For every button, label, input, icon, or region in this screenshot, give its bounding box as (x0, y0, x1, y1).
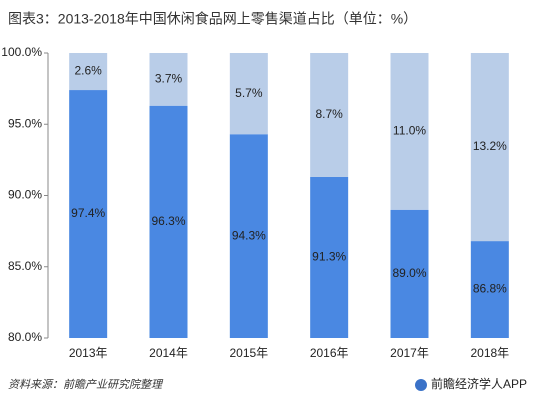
x-tick-label: 2016年 (310, 346, 349, 360)
y-tick-label: 100.0% (1, 45, 42, 59)
data-label: 91.3% (312, 250, 346, 264)
bar-segment (69, 53, 108, 91)
footer: 前瞻经济学人APP (431, 376, 527, 391)
bar-segment (310, 176, 349, 338)
bar-segment (69, 90, 108, 338)
data-label: 96.3% (151, 214, 185, 228)
y-tick-label: 85.0% (8, 259, 42, 273)
x-tick-label: 2013年 (69, 346, 108, 360)
data-label: 94.3% (232, 228, 266, 242)
y-tick-label: 80.0% (8, 330, 42, 344)
chart-title: 图表3：2013-2018年中国休闲食品网上零售渠道占比（单位：%） (8, 11, 417, 27)
x-tick-label: 2018年 (470, 346, 509, 360)
bar-segment (390, 53, 429, 210)
y-tick-label: 90.0% (8, 188, 42, 202)
source: 资料来源：前瞻产业研究院整理 (8, 378, 164, 391)
y-tick-label: 95.0% (8, 116, 42, 130)
bar-segment (470, 241, 509, 338)
bar-segment (310, 53, 349, 177)
x-tick-label: 2015年 (229, 346, 268, 360)
data-label: 89.0% (392, 266, 426, 280)
bar-segment (149, 53, 188, 106)
bar-segment (470, 53, 509, 242)
data-label: 8.7% (315, 107, 343, 121)
bar-segment (229, 134, 268, 338)
data-label: 13.2% (473, 139, 507, 153)
data-label: 2.6% (74, 64, 102, 78)
data-label: 11.0% (393, 124, 426, 138)
data-label: 5.7% (235, 86, 263, 100)
data-label: 97.4% (71, 206, 105, 220)
data-label: 3.7% (155, 72, 183, 86)
x-tick-label: 2017年 (390, 346, 429, 360)
bar-segment (149, 105, 188, 338)
x-tick-label: 2014年 (149, 346, 188, 360)
bar-segment (390, 209, 429, 338)
data-label: 86.8% (473, 282, 507, 296)
bar-segment (229, 53, 268, 135)
logo (415, 379, 427, 391)
